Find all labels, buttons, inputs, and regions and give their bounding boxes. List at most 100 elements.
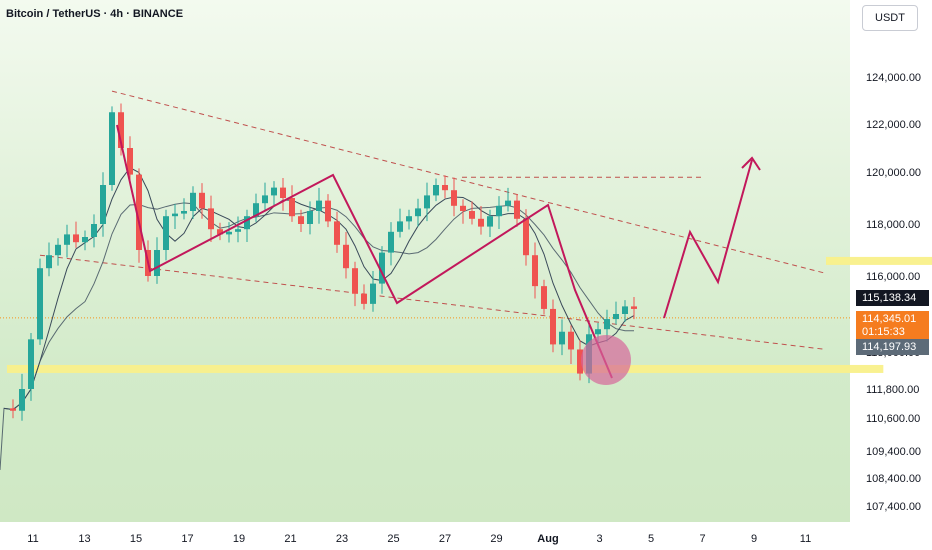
price-axis-ticks: 124,000.00 122,000.00 120,000.00 118,000.00…: [866, 72, 921, 513]
candles: [10, 103, 637, 421]
price-tick: 124,000.00: [866, 72, 921, 84]
price-tick: 111,800.00: [866, 384, 919, 396]
price-axis: [850, 0, 932, 550]
candle-body: [109, 112, 115, 185]
time-axis: [0, 522, 850, 550]
price-tick: 109,400.00: [866, 446, 921, 458]
candle-body: [478, 218, 484, 227]
last-price: 114,345.01: [862, 313, 917, 325]
candle-body: [19, 389, 25, 411]
candle-body: [325, 200, 331, 222]
bar-countdown: 01:15:33: [862, 326, 905, 338]
reversal-circle: [581, 335, 631, 385]
candle-body: [622, 306, 628, 314]
chart-title: Bitcoin / TetherUS · 4h · BINANCE: [6, 8, 184, 20]
candle-body: [37, 268, 43, 340]
time-tick: 11: [27, 533, 38, 545]
chart-background: [0, 0, 850, 522]
trend-channel: [0, 90, 850, 350]
time-tick: 13: [78, 533, 90, 545]
price-badge-last: 114,345.01 01:15:33: [856, 311, 929, 341]
zone-band: [7, 364, 884, 373]
ma-slow: [0, 202, 634, 471]
candle-body: [523, 218, 529, 256]
candle-body: [316, 200, 322, 211]
candle-body: [415, 208, 421, 217]
candle-body: [334, 221, 340, 245]
price-tick: 118,000.00: [866, 219, 920, 231]
forecast-path: [663, 156, 761, 319]
candle-body: [280, 187, 286, 198]
candle-body: [235, 229, 241, 232]
candle-body: [10, 408, 16, 411]
candle-body: [505, 200, 511, 206]
candle-body: [226, 231, 232, 235]
time-tick: 27: [439, 533, 451, 545]
zigzag-pattern: [116, 124, 631, 385]
candle-body: [307, 211, 313, 224]
candle-body: [577, 349, 583, 374]
candle-body: [631, 306, 637, 309]
candle-body: [559, 331, 565, 345]
candle-body: [613, 314, 619, 320]
candle-body: [496, 205, 502, 217]
candle-body: [118, 112, 124, 148]
candle-body: [262, 195, 268, 204]
candle-body: [55, 244, 61, 256]
candle-body: [163, 216, 169, 250]
candle-body: [469, 211, 475, 219]
candle-body: [397, 221, 403, 232]
candle-body: [28, 339, 34, 389]
candle-body: [361, 293, 367, 304]
time-axis-ticks: 11 13 15 17 19 21 23 25 27 29 Aug 3 5 7 9 11: [27, 533, 811, 545]
moving-averages: [0, 167, 635, 471]
price-tick: 122,000.00: [866, 119, 921, 131]
candle-body: [298, 216, 304, 224]
time-tick: 7: [699, 533, 705, 545]
candle-body: [343, 244, 349, 269]
candle-body: [352, 268, 358, 294]
support-zones: [7, 256, 932, 373]
lower-channel-line: [39, 254, 827, 350]
upper-channel-line: [111, 90, 827, 274]
time-tick: 19: [233, 533, 245, 545]
candle-body: [532, 255, 538, 287]
price-badge-ma2: 114,197.93: [856, 339, 929, 355]
candle-body: [73, 234, 79, 243]
candle-body: [406, 216, 412, 222]
candle-body: [244, 216, 250, 230]
price-tick: 107,400.00: [866, 501, 921, 513]
time-tick: 9: [751, 533, 757, 545]
candle-body: [379, 252, 385, 284]
candle-body: [388, 231, 394, 253]
candle-body: [64, 234, 70, 245]
currency-button[interactable]: USDT: [862, 5, 918, 31]
candle-body: [136, 174, 142, 250]
candle-body: [424, 195, 430, 209]
candle-body: [595, 329, 601, 335]
candle-body: [190, 192, 196, 211]
price-tick: 120,000.00: [866, 167, 921, 179]
candle-body: [154, 250, 160, 276]
candle-body: [271, 187, 277, 196]
candle-body: [433, 185, 439, 196]
candle-body: [127, 148, 133, 175]
candle-body: [82, 237, 88, 243]
candle-body: [100, 185, 106, 224]
candle-body: [541, 286, 547, 309]
price-badge-ma: 115,138.34: [856, 290, 929, 306]
time-tick: 3: [596, 533, 602, 545]
price-tick: 116,000.00: [866, 271, 920, 283]
price-tick: 108,400.00: [866, 473, 921, 485]
time-tick: 25: [387, 533, 399, 545]
candle-body: [604, 319, 610, 330]
candle-body: [568, 331, 574, 350]
candle-body: [550, 308, 556, 345]
candle-body: [199, 192, 205, 209]
forecast-line: [663, 159, 753, 319]
candle-body: [487, 216, 493, 227]
time-tick: 29: [490, 533, 502, 545]
candle-body: [46, 255, 52, 269]
time-tick: 5: [648, 533, 654, 545]
